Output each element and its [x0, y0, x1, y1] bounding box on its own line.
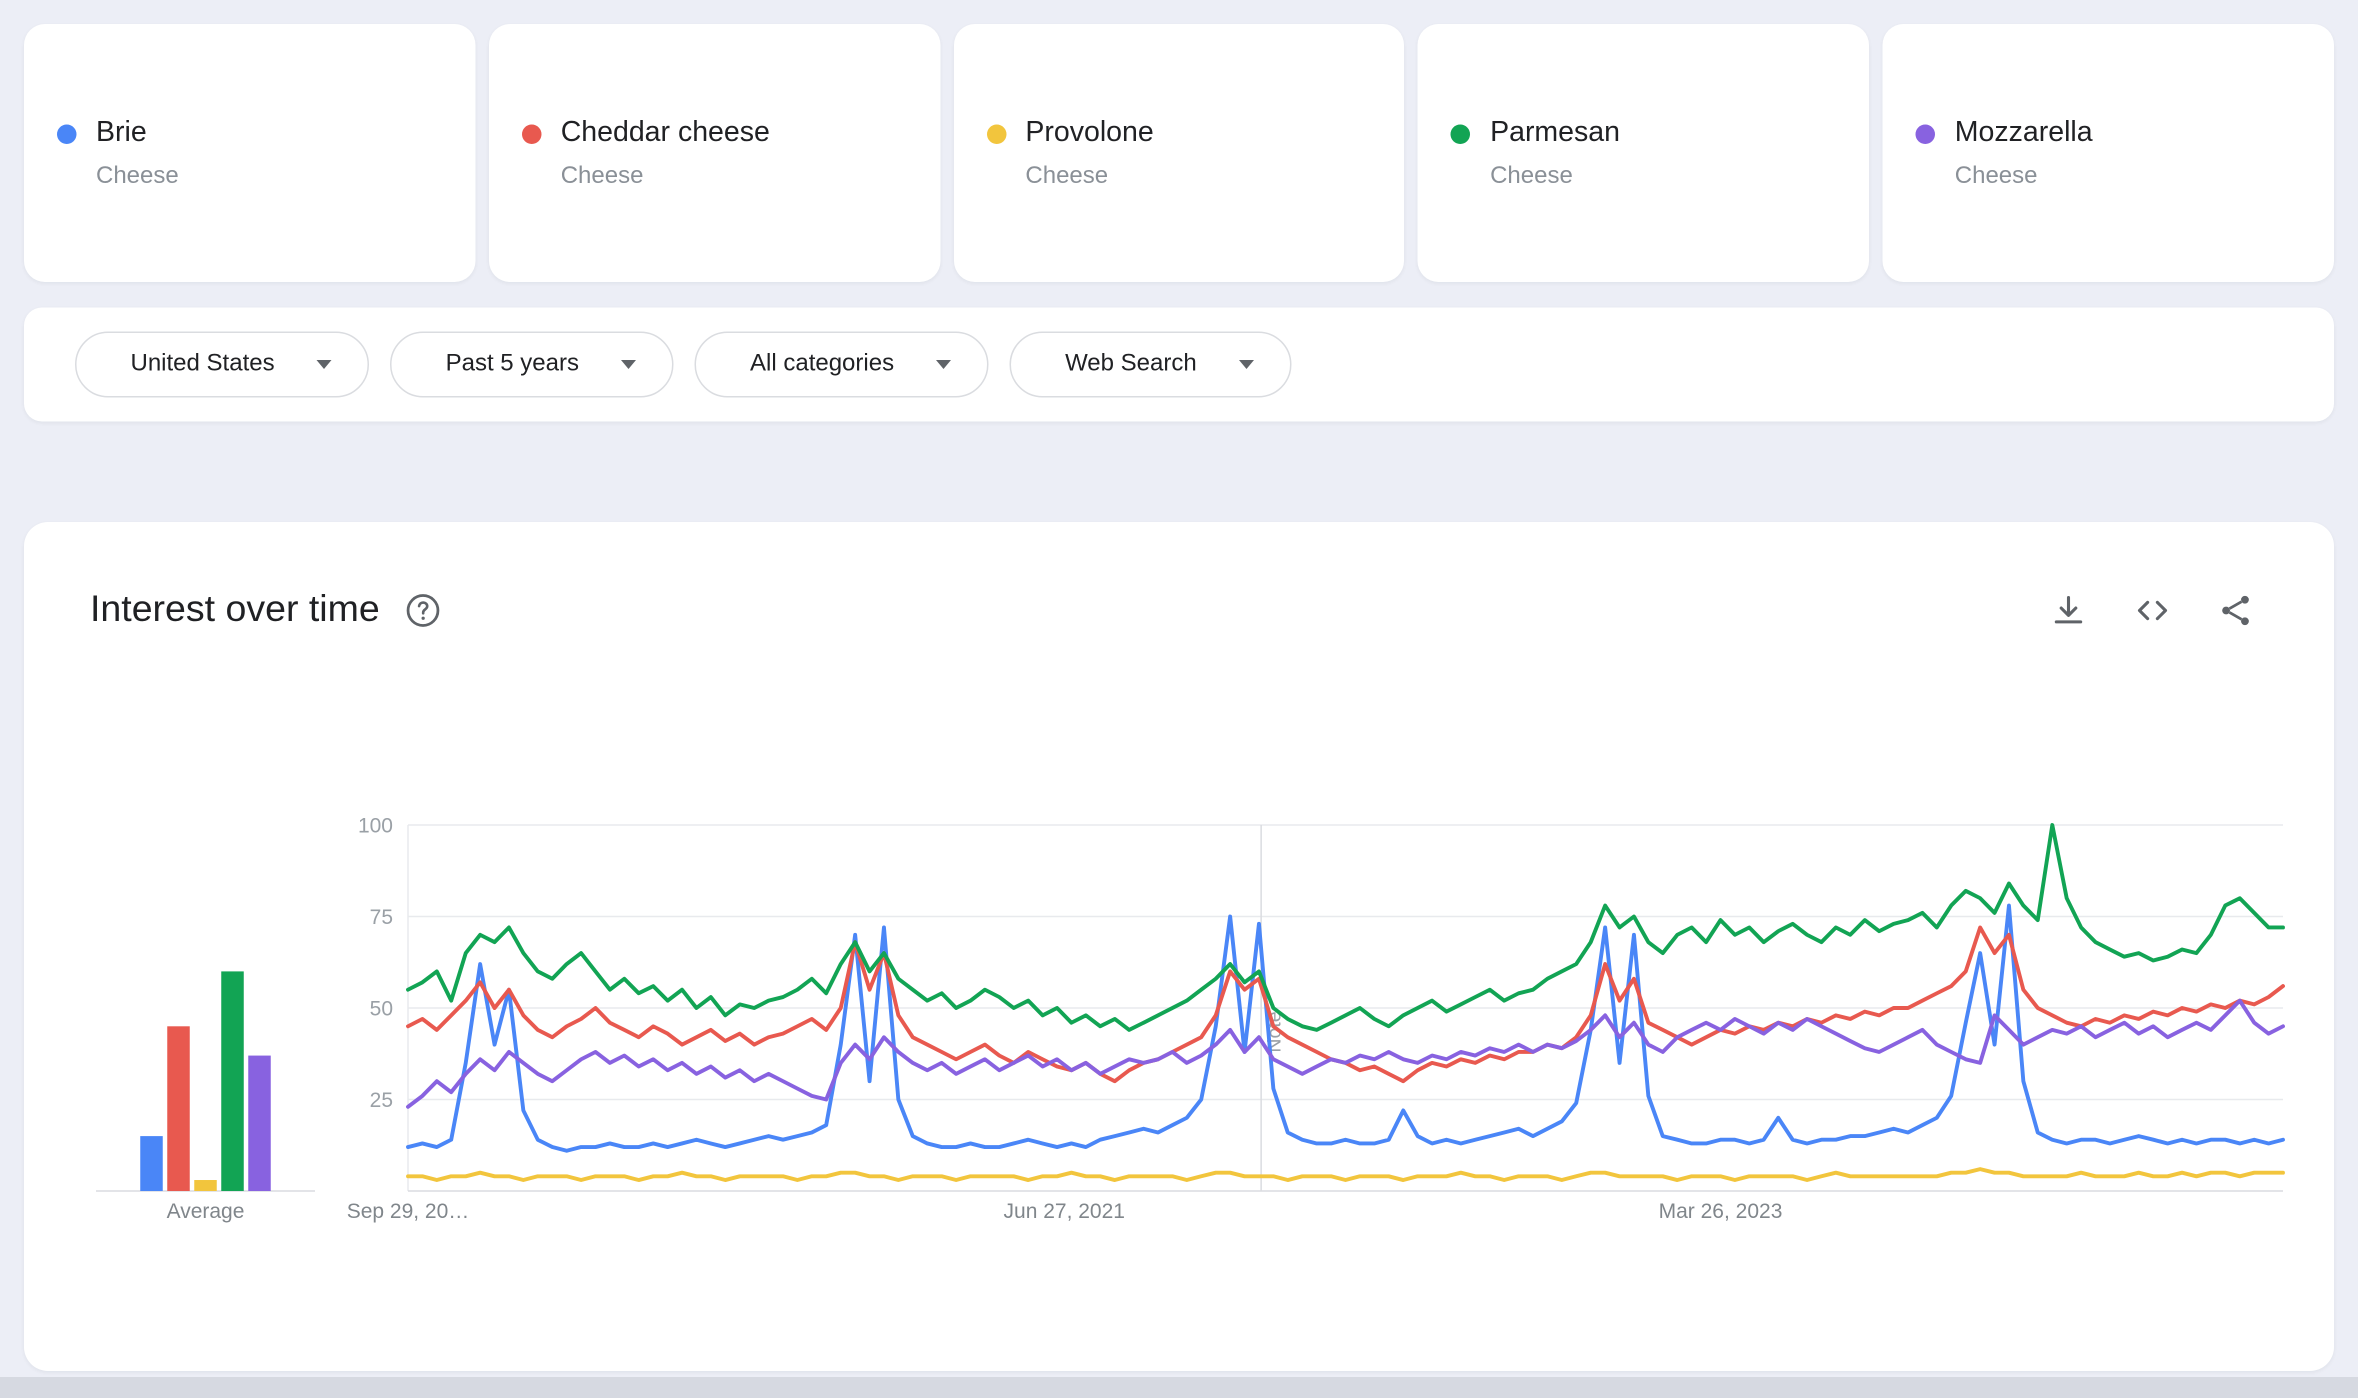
filter-searchtype-dropdown[interactable]: Web Search: [1009, 331, 1292, 398]
interest-over-time-card: Interest over time: [24, 522, 2334, 1371]
term-card-brie[interactable]: Brie Cheese: [24, 24, 476, 282]
x-tick-label: Jun 27, 2021: [1004, 1200, 1125, 1223]
term-title: Provolone: [1025, 117, 1154, 149]
y-tick-label: 100: [358, 815, 393, 838]
term-card-mozzarella[interactable]: Mozzarella Cheese: [1882, 24, 2334, 282]
average-bar-parmesan: [221, 971, 244, 1191]
average-bar-mozzarella: [248, 1055, 271, 1191]
average-bar-brie: [140, 1136, 163, 1191]
term-title: Cheddar cheese: [560, 117, 770, 149]
term-color-dot: [986, 123, 1006, 144]
term-title: Brie: [96, 117, 147, 149]
term-color-dot: [1915, 123, 1936, 144]
series-line-provolone: [406, 1167, 2285, 1182]
series-line-mozzarella: [406, 998, 2285, 1109]
filter-label: Past 5 years: [445, 351, 579, 377]
term-card-parmesan[interactable]: Parmesan Cheese: [1418, 24, 1870, 282]
series-line-cheddar-cheese: [406, 925, 2285, 1084]
series-line-brie: [406, 903, 2285, 1153]
term-subtitle: Cheese: [1954, 163, 2038, 190]
average-bar-provolone: [194, 1180, 217, 1191]
series-line-parmesan: [406, 823, 2285, 1032]
help-icon[interactable]: [404, 590, 443, 629]
term-card-cheddar-cheese[interactable]: Cheddar cheese Cheese: [488, 24, 940, 282]
filter-region-dropdown[interactable]: United States: [75, 331, 370, 398]
term-subtitle: Cheese: [1025, 163, 1109, 190]
chart-actions: [2049, 590, 2256, 629]
share-icon[interactable]: [2217, 590, 2256, 629]
comparison-cards: Brie Cheese Cheddar cheese Cheese Provol…: [0, 0, 2358, 282]
filter-category-dropdown[interactable]: All categories: [694, 331, 989, 398]
chevron-down-icon: [936, 360, 952, 369]
filter-label: United States: [130, 351, 275, 377]
term-color-dot: [1451, 123, 1471, 144]
next-section-edge: [0, 1377, 2358, 1398]
term-color-dot: [521, 123, 542, 144]
filter-bar: United States Past 5 years All categorie…: [24, 307, 2334, 422]
average-label: Average: [167, 1200, 245, 1223]
filter-label: All categories: [750, 351, 895, 377]
embed-code-icon[interactable]: [2133, 590, 2172, 629]
term-color-dot: [57, 123, 77, 144]
average-bar-cheddar-cheese: [167, 1026, 190, 1191]
chevron-down-icon: [1238, 360, 1254, 369]
y-tick-label: 50: [370, 998, 393, 1021]
chevron-down-icon: [316, 360, 332, 369]
y-tick-label: 75: [370, 906, 393, 929]
term-subtitle: Cheese: [1490, 163, 1573, 190]
term-title: Mozzarella: [1954, 117, 2093, 149]
section-title: Interest over time: [90, 588, 380, 630]
download-icon[interactable]: [2049, 590, 2088, 629]
filter-label: Web Search: [1065, 351, 1197, 377]
term-subtitle: Cheese: [96, 163, 179, 190]
term-card-provolone[interactable]: Provolone Cheese: [953, 24, 1405, 282]
average-bar-chart: Average: [96, 971, 315, 1223]
term-title: Parmesan: [1490, 117, 1620, 149]
x-tick-label: Mar 26, 2023: [1659, 1200, 1783, 1223]
card-header: Interest over time: [24, 522, 2334, 632]
term-subtitle: Cheese: [560, 163, 644, 190]
y-tick-label: 25: [370, 1089, 393, 1112]
chevron-down-icon: [621, 360, 636, 369]
filter-timerange-dropdown[interactable]: Past 5 years: [390, 331, 674, 398]
x-tick-label: Sep 29, 20…: [347, 1200, 470, 1223]
